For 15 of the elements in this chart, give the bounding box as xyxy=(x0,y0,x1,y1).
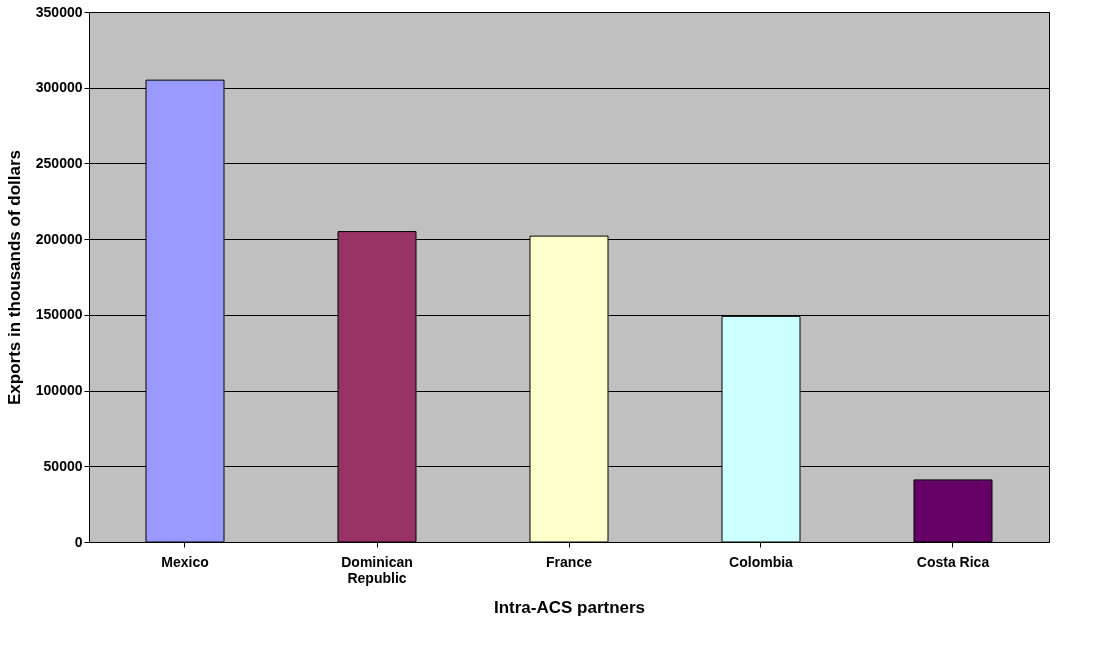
y-tick-label: 350000 xyxy=(35,3,83,20)
y-tick-label: 0 xyxy=(74,533,83,550)
y-tick-label: 250000 xyxy=(35,154,83,171)
y-tick-label: 50000 xyxy=(43,457,83,474)
x-tick-label: Colombia xyxy=(729,553,794,570)
x-tick-label: France xyxy=(546,553,593,570)
x-tick-label: Costa Rica xyxy=(916,553,990,570)
x-tick-label: Dominican Republic xyxy=(341,553,413,586)
y-tick-label: 200000 xyxy=(35,230,83,247)
x-tick-label: Mexico xyxy=(161,553,209,570)
x-axis-title: Intra-ACS partners xyxy=(493,597,646,617)
y-tick-label: 100000 xyxy=(35,382,83,399)
y-tick-label: 300000 xyxy=(35,79,83,96)
y-tick-label: 150000 xyxy=(35,306,83,323)
y-axis-title: Exports in thousands of dollars xyxy=(4,149,24,406)
